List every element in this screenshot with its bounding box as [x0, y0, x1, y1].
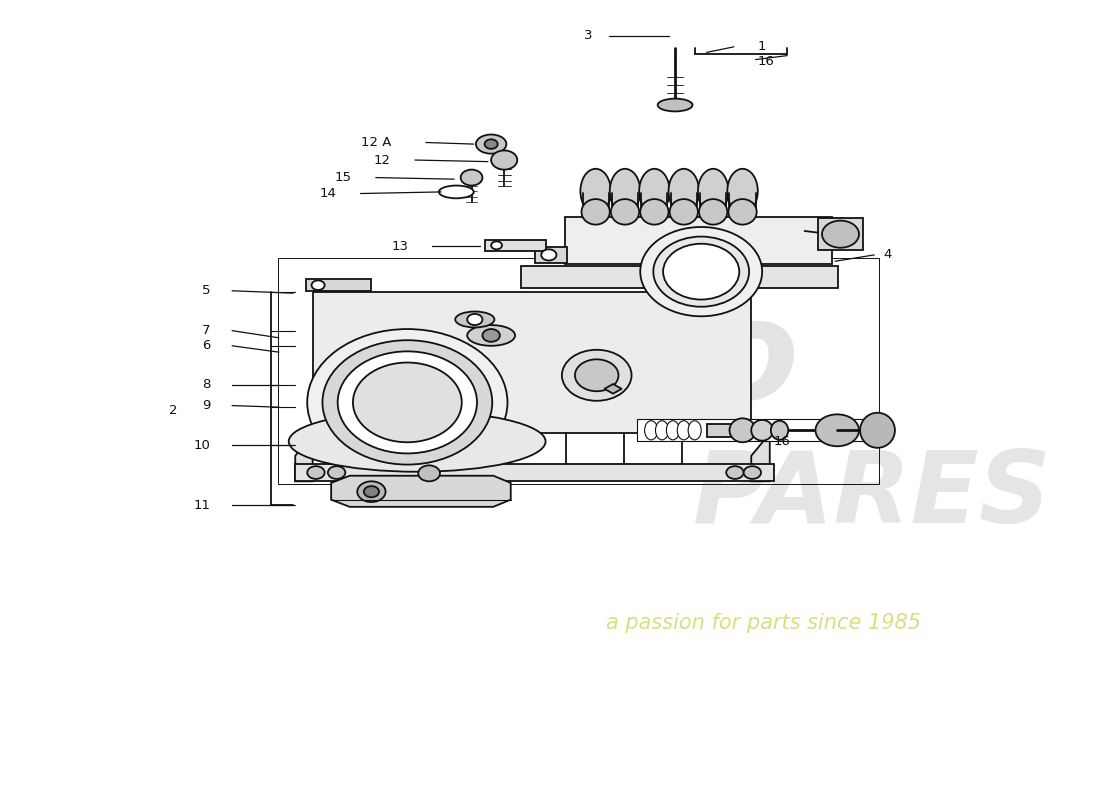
Circle shape [468, 314, 483, 325]
Text: PARES: PARES [693, 447, 1052, 544]
Circle shape [726, 466, 744, 479]
Polygon shape [306, 279, 372, 290]
Ellipse shape [697, 169, 728, 214]
Ellipse shape [639, 169, 670, 214]
Ellipse shape [656, 421, 669, 440]
Circle shape [364, 486, 380, 498]
Bar [565, 217, 832, 265]
Ellipse shape [476, 134, 506, 154]
Ellipse shape [356, 398, 443, 418]
Text: 16: 16 [773, 435, 790, 448]
Circle shape [491, 242, 502, 250]
Circle shape [744, 466, 761, 479]
Bar [295, 464, 774, 482]
Bar [817, 218, 864, 250]
Ellipse shape [461, 170, 483, 186]
Ellipse shape [609, 169, 640, 214]
Ellipse shape [670, 199, 697, 225]
Ellipse shape [288, 411, 546, 472]
Ellipse shape [860, 413, 895, 448]
Text: 11: 11 [194, 498, 210, 512]
Bar [278, 258, 879, 484]
Circle shape [328, 466, 345, 479]
Circle shape [653, 237, 749, 306]
Circle shape [358, 482, 386, 502]
Text: 6: 6 [202, 339, 210, 352]
Text: 9: 9 [202, 399, 210, 412]
Circle shape [307, 466, 324, 479]
Text: 3: 3 [584, 29, 593, 42]
Circle shape [575, 359, 618, 391]
Text: 10: 10 [194, 439, 210, 452]
Ellipse shape [815, 414, 859, 446]
Circle shape [406, 434, 428, 450]
Text: 4: 4 [883, 249, 891, 262]
Text: 15: 15 [334, 171, 352, 184]
Ellipse shape [751, 420, 773, 441]
Ellipse shape [381, 403, 419, 413]
Circle shape [311, 281, 324, 290]
Ellipse shape [610, 199, 639, 225]
Bar [485, 240, 546, 251]
Polygon shape [295, 434, 312, 482]
Text: a passion for parts since 1985: a passion for parts since 1985 [606, 614, 921, 634]
Ellipse shape [439, 186, 474, 198]
Circle shape [483, 329, 499, 342]
Ellipse shape [728, 199, 757, 225]
Text: 16: 16 [758, 55, 774, 69]
Circle shape [353, 362, 462, 442]
Circle shape [485, 139, 497, 149]
Polygon shape [604, 384, 622, 394]
Polygon shape [331, 476, 510, 507]
Circle shape [541, 250, 557, 261]
Text: euro: euro [443, 293, 800, 428]
Ellipse shape [645, 421, 658, 440]
Circle shape [307, 329, 507, 476]
Bar [706, 424, 730, 437]
Ellipse shape [468, 325, 515, 346]
Ellipse shape [669, 169, 698, 214]
Ellipse shape [667, 421, 680, 440]
Ellipse shape [771, 421, 789, 440]
Text: 13: 13 [392, 240, 408, 253]
Ellipse shape [678, 421, 691, 440]
Text: 2: 2 [169, 404, 178, 417]
Ellipse shape [729, 418, 756, 442]
Circle shape [338, 351, 477, 454]
Text: 1: 1 [758, 40, 767, 54]
Circle shape [640, 227, 762, 316]
Text: 8: 8 [202, 378, 210, 391]
Text: 7: 7 [202, 324, 210, 337]
Ellipse shape [582, 199, 609, 225]
Ellipse shape [581, 169, 611, 214]
Text: 14: 14 [320, 187, 337, 200]
Circle shape [418, 466, 440, 482]
Bar [637, 419, 884, 442]
Circle shape [663, 244, 739, 299]
Bar [535, 247, 568, 263]
Text: 12 A: 12 A [361, 136, 390, 149]
Ellipse shape [698, 199, 727, 225]
Ellipse shape [822, 221, 859, 248]
Ellipse shape [658, 98, 693, 111]
Text: 12: 12 [374, 154, 390, 166]
Bar [312, 292, 751, 434]
Circle shape [387, 393, 399, 402]
Ellipse shape [491, 150, 517, 170]
Bar [520, 266, 838, 288]
Text: 5: 5 [202, 284, 210, 298]
Ellipse shape [455, 311, 494, 327]
Ellipse shape [727, 169, 758, 214]
Ellipse shape [378, 370, 408, 386]
Ellipse shape [689, 421, 701, 440]
Circle shape [322, 340, 492, 465]
Circle shape [562, 350, 631, 401]
Polygon shape [751, 434, 770, 482]
Ellipse shape [640, 199, 669, 225]
